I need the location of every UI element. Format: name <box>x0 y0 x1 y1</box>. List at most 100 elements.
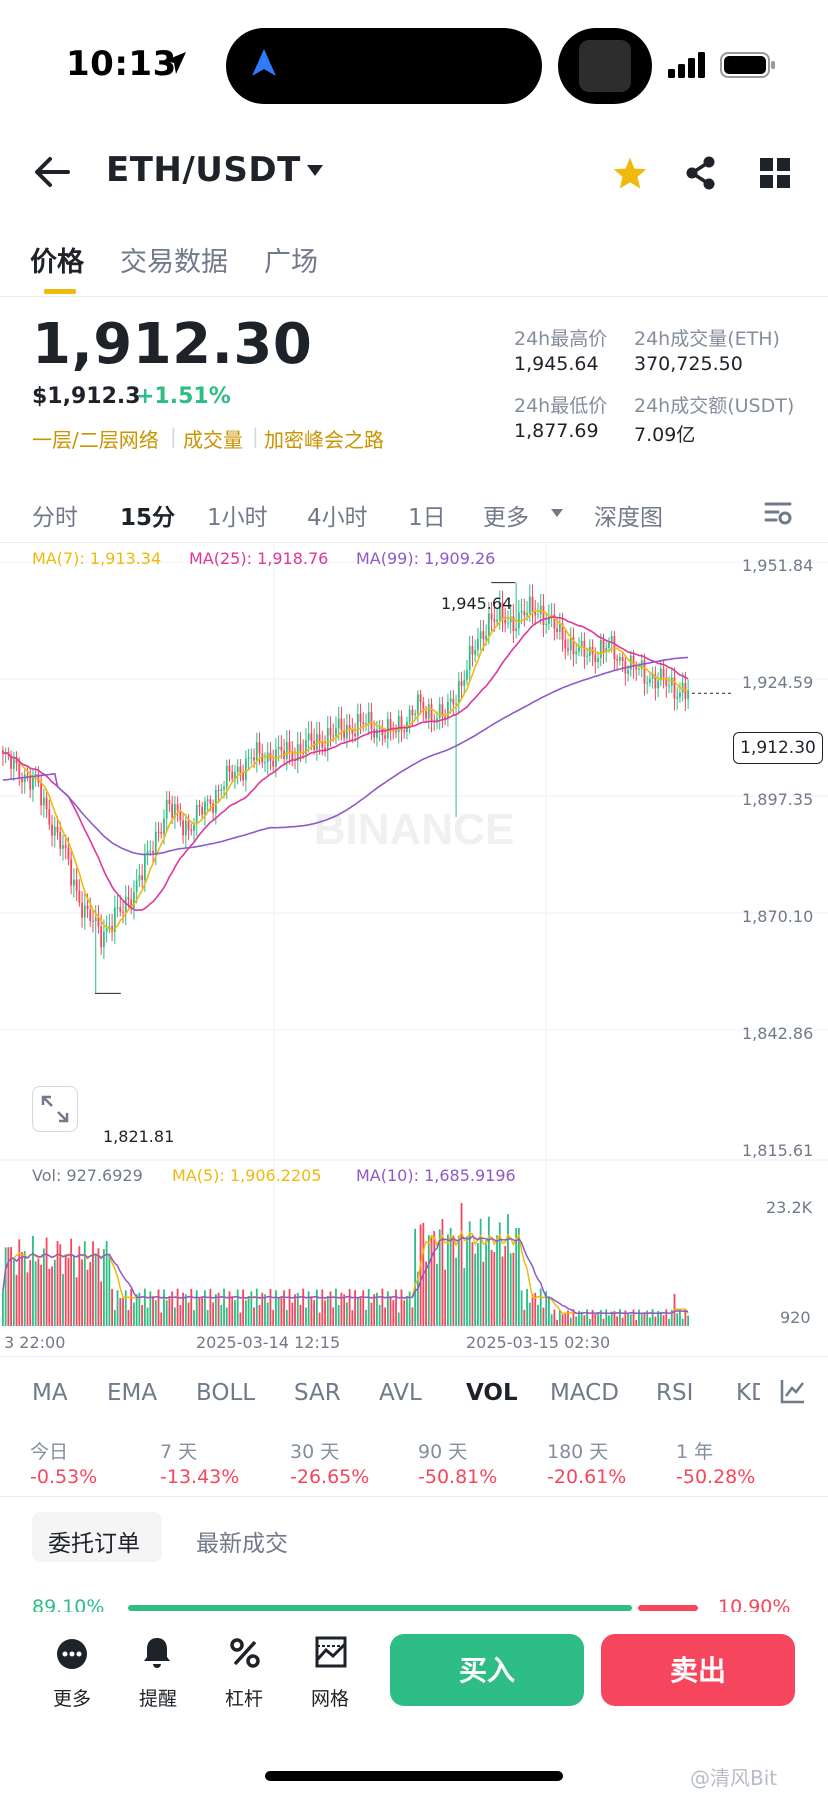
volume-bar <box>621 1317 624 1326</box>
candle-body <box>356 713 359 737</box>
pair-title[interactable]: ETH/USDT <box>106 150 301 190</box>
volume-bar <box>490 1249 493 1326</box>
tag-volume[interactable]: 成交量 <box>183 428 243 452</box>
tabs-divider <box>0 296 828 297</box>
candle-body <box>427 704 430 719</box>
candle-body <box>381 728 384 736</box>
volume-bar <box>94 1254 97 1326</box>
fullscreen-button[interactable] <box>32 1086 78 1132</box>
tab-order-book[interactable]: 委托订单 <box>48 1531 140 1557</box>
more-label[interactable]: 更多 <box>52 1688 91 1710</box>
candle-body <box>250 757 253 759</box>
candle-body <box>86 905 89 910</box>
volume-bar <box>103 1249 105 1326</box>
indicator-ema[interactable]: EMA <box>107 1380 158 1406</box>
volume-bar <box>558 1309 561 1326</box>
interval-15m[interactable]: 15分 <box>120 505 176 531</box>
dynamic-island <box>226 28 542 104</box>
candle-body <box>411 709 414 716</box>
volume-bar <box>356 1298 359 1326</box>
volume-bar <box>345 1302 348 1326</box>
volume-bar <box>343 1294 346 1326</box>
volume-bar <box>119 1298 122 1326</box>
pair-dropdown-icon[interactable] <box>306 164 324 178</box>
volume-bar <box>578 1310 580 1326</box>
home-indicator[interactable] <box>265 1771 563 1781</box>
indicator-macd[interactable]: MACD <box>550 1380 619 1406</box>
indicator-vol[interactable]: VOL <box>466 1380 518 1406</box>
candle-body <box>64 845 67 848</box>
volume-bar <box>75 1277 78 1326</box>
volume-bar <box>556 1319 558 1326</box>
indicator-avl[interactable]: AVL <box>379 1380 422 1406</box>
candle-body <box>408 709 411 722</box>
indicator-chart-icon[interactable] <box>780 1378 806 1404</box>
bell-icon[interactable] <box>142 1636 172 1670</box>
candle-body <box>477 638 479 650</box>
tab-price[interactable]: 价格 <box>30 247 84 278</box>
volume-bar <box>627 1312 629 1326</box>
volume-bar <box>116 1290 119 1326</box>
grid-label[interactable]: 网格 <box>310 1688 349 1710</box>
volume-bar <box>654 1316 657 1326</box>
interval-timeshare[interactable]: 分时 <box>32 505 78 531</box>
candlestick-chart[interactable]: BINANCE <box>0 542 828 1342</box>
interval-1h[interactable]: 1小时 <box>207 505 268 531</box>
alert-label[interactable]: 提醒 <box>138 1688 177 1710</box>
leverage-icon[interactable] <box>230 1638 260 1668</box>
candle-body <box>608 642 610 648</box>
candle-body <box>81 902 83 918</box>
interval-depth-chart[interactable]: 深度图 <box>594 505 663 531</box>
candle-body <box>501 602 504 620</box>
more-icon[interactable] <box>56 1638 88 1670</box>
price-change-percent: +1.51% <box>136 384 231 409</box>
volume-bar <box>602 1318 605 1326</box>
tag-crypto-summit[interactable]: 加密峰会之路 <box>264 428 384 452</box>
candle-body <box>220 789 223 791</box>
candle-body <box>471 646 474 655</box>
candle-body <box>154 831 157 853</box>
tab-trading-data[interactable]: 交易数据 <box>120 247 228 278</box>
indicator-rsi[interactable]: RSI <box>656 1380 694 1406</box>
volume-bar <box>160 1312 163 1326</box>
favorite-star-icon[interactable] <box>612 156 648 190</box>
share-icon[interactable] <box>685 156 717 190</box>
stat-vol-eth-label: 24h成交量(ETH) <box>634 328 780 350</box>
candle-body <box>386 719 389 739</box>
tab-latest-trades[interactable]: 最新成交 <box>196 1531 288 1557</box>
chart-settings-icon[interactable] <box>764 500 792 526</box>
grid-trading-icon[interactable] <box>315 1636 347 1668</box>
candle-body <box>42 797 45 806</box>
indicator-sar[interactable]: SAR <box>294 1380 341 1406</box>
interval-1d[interactable]: 1日 <box>408 505 446 531</box>
volume-bar <box>223 1288 225 1326</box>
volume-bar <box>234 1300 236 1326</box>
back-arrow-icon[interactable] <box>34 156 70 188</box>
candle-body <box>56 826 59 833</box>
tab-square[interactable]: 广场 <box>264 247 318 278</box>
volume-bar <box>133 1302 135 1326</box>
leverage-label[interactable]: 杠杆 <box>224 1688 263 1710</box>
volume-bar <box>105 1241 108 1326</box>
candle-body <box>558 623 561 632</box>
sell-button[interactable]: 卖出 <box>601 1634 795 1706</box>
indicator-kd[interactable]: KD <box>736 1380 760 1406</box>
layout-grid-icon[interactable] <box>760 158 790 188</box>
candle-body <box>2 750 4 754</box>
more-dropdown-icon[interactable] <box>550 508 564 518</box>
candle-body <box>127 897 130 900</box>
volume-bar <box>425 1261 427 1326</box>
indicator-boll[interactable]: BOLL <box>196 1380 256 1406</box>
candle-body <box>534 611 537 616</box>
buy-button[interactable]: 买入 <box>390 1634 584 1706</box>
volume-bar <box>416 1271 419 1326</box>
candle-body <box>446 701 449 719</box>
volume-bar <box>329 1291 332 1326</box>
interval-4h[interactable]: 4小时 <box>307 505 368 531</box>
indicator-ma[interactable]: MA <box>32 1380 68 1406</box>
candle-body <box>670 677 673 686</box>
interval-more[interactable]: 更多 <box>483 505 529 531</box>
volume-bar <box>640 1314 643 1326</box>
tag-layer-network[interactable]: 一层/二层网络 <box>32 428 159 452</box>
candle-body <box>133 891 135 908</box>
